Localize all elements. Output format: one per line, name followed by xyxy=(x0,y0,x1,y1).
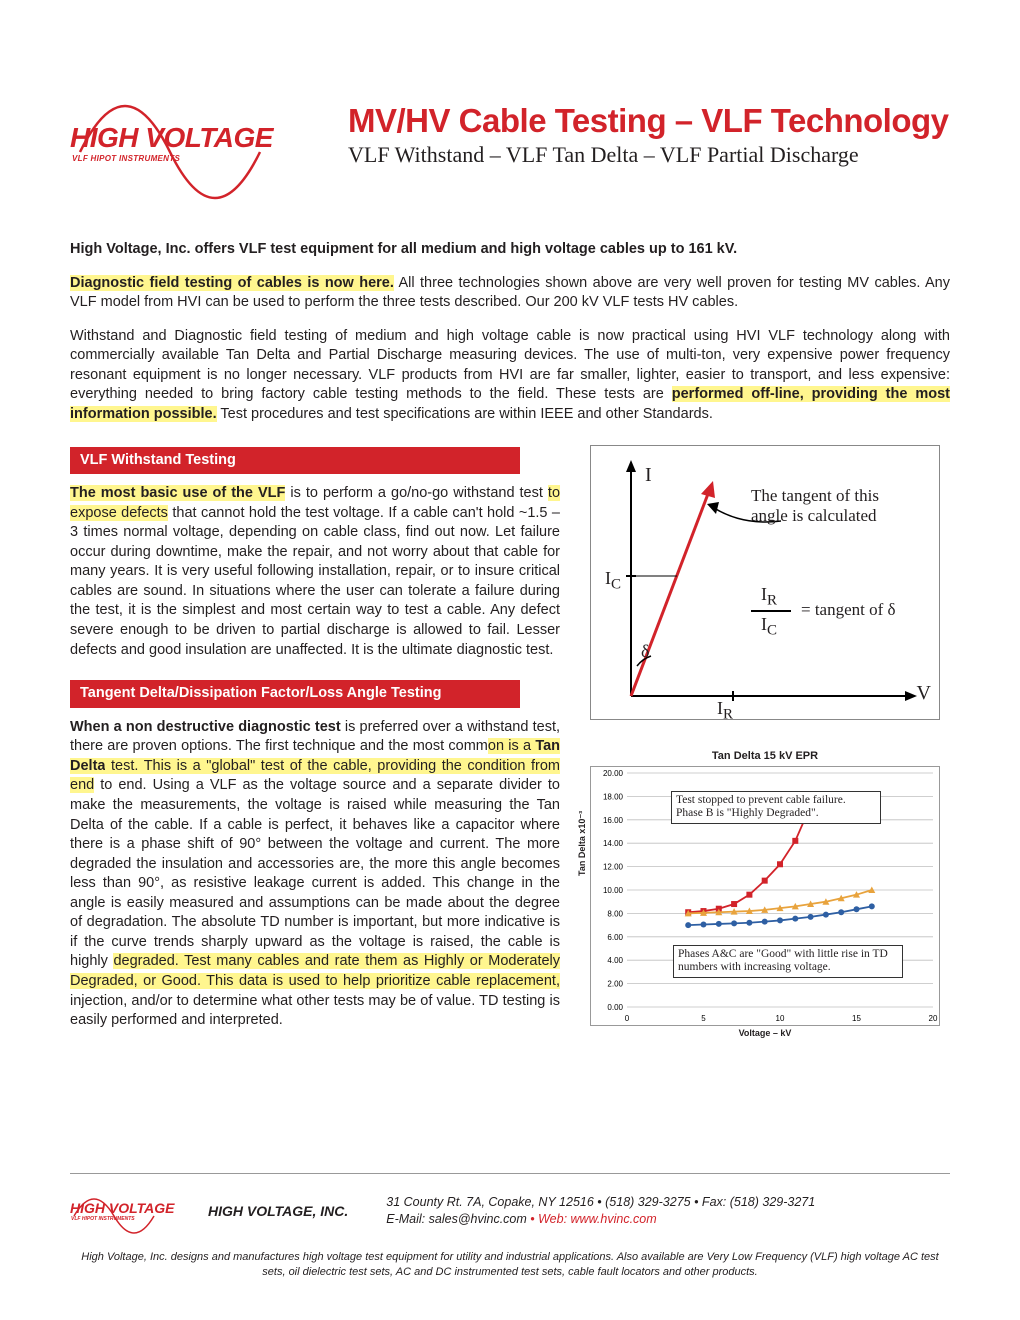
intro-p3-b: Test procedures and test specifications … xyxy=(217,406,713,422)
diag-eq: = tangent of δ xyxy=(801,600,896,620)
svg-text:16.00: 16.00 xyxy=(603,815,624,824)
svg-text:8.00: 8.00 xyxy=(607,909,623,918)
tandelta-body: When a non destructive diagnostic test i… xyxy=(70,718,560,1031)
svg-text:12.00: 12.00 xyxy=(603,862,624,871)
svg-text:20: 20 xyxy=(929,1014,938,1023)
tangent-diagram: I IC IR V δ The tangent of thisangle is … xyxy=(590,445,940,720)
tandelta-chart: Tan Delta 15 kV EPR 0.00 2.00 4.00 6.00 8.00… xyxy=(590,750,940,1038)
page-title: MV/HV Cable Testing – VLF Technology xyxy=(348,102,950,140)
diag-frac-top: IR xyxy=(761,584,777,610)
footer-web: www.hvinc.com xyxy=(571,1212,657,1226)
svg-text:2.00: 2.00 xyxy=(607,979,623,988)
diag-text: The tangent of thisangle is calculated xyxy=(751,486,879,527)
main-content: VLF Withstand Testing The most basic use… xyxy=(70,439,950,1043)
right-column: I IC IR V δ The tangent of thisangle is … xyxy=(590,439,950,1043)
intro-line1: High Voltage, Inc. offers VLF test equip… xyxy=(70,240,950,260)
tandelta-hl2: degraded. Test many cables and rate them… xyxy=(70,953,560,989)
svg-text:15: 15 xyxy=(852,1014,861,1023)
tandelta-hl1: on is a xyxy=(488,738,535,754)
chart-xlabel: Voltage – kV xyxy=(590,1028,940,1038)
svg-text:6.00: 6.00 xyxy=(607,932,623,941)
title-block: MV/HV Cable Testing – VLF Technology VLF… xyxy=(348,102,950,168)
footer-contact: 31 County Rt. 7A, Copake, NY 12516 • (51… xyxy=(386,1194,815,1229)
svg-text:0.00: 0.00 xyxy=(607,1003,623,1012)
chart-plot-area: 0.00 2.00 4.00 6.00 8.00 10.00 12.00 14.00 16.00… xyxy=(590,766,940,1026)
footer-row: HIGH VOLTAGE VLF HIPOT INSTRUMENTS HIGH … xyxy=(70,1173,950,1236)
withstand-b: that cannot hold the test voltage. If a … xyxy=(70,505,560,658)
footer-address: 31 County Rt. 7A, Copake, NY 12516 • (51… xyxy=(386,1195,815,1209)
footer-logo-text: HIGH VOLTAGE xyxy=(70,1200,174,1216)
tandelta-lead: When a non destructive diagnostic test xyxy=(70,719,341,735)
diag-label-i: I xyxy=(645,464,652,487)
footer-logo: HIGH VOLTAGE VLF HIPOT INSTRUMENTS xyxy=(70,1186,190,1236)
footer: HIGH VOLTAGE VLF HIPOT INSTRUMENTS HIGH … xyxy=(70,1173,950,1280)
diag-delta: δ xyxy=(641,641,649,662)
withstand-body: The most basic use of the VLF is to perf… xyxy=(70,484,560,660)
withstand-a: is to perform a go/no-go withstand test xyxy=(285,485,548,501)
svg-text:4.00: 4.00 xyxy=(607,956,623,965)
footer-logo-sub: VLF HIPOT INSTRUMENTS xyxy=(71,1216,135,1222)
section-withstand-title: VLF Withstand Testing xyxy=(70,447,520,475)
logo-tagline: VLF HIPOT INSTRUMENTS xyxy=(72,154,180,163)
svg-text:18.00: 18.00 xyxy=(603,792,624,801)
intro-p2-highlight: Diagnostic field testing of cables is no… xyxy=(70,275,394,291)
diag-label-ir-axis: IR xyxy=(717,698,733,724)
chart-annotation-2: Phases A&C are "Good" with little rise i… xyxy=(673,945,903,979)
chart-ylabel: Tan Delta x10⁻³ xyxy=(577,810,588,875)
footer-company: HIGH VOLTAGE, INC. xyxy=(208,1203,348,1219)
svg-text:10.00: 10.00 xyxy=(603,886,624,895)
section-tandelta-title: Tangent Delta/Dissipation Factor/Loss An… xyxy=(70,680,520,708)
diag-label-v: V xyxy=(917,682,931,705)
left-column: VLF Withstand Testing The most basic use… xyxy=(70,439,560,1043)
svg-text:10: 10 xyxy=(776,1014,785,1023)
intro-p3: Withstand and Diagnostic field testing o… xyxy=(70,327,950,425)
tandelta-b: to end. Using a VLF as the voltage sourc… xyxy=(70,777,560,969)
tandelta-c: injection, and/or to determine what othe… xyxy=(70,993,560,1029)
svg-text:5: 5 xyxy=(701,1014,706,1023)
svg-text:14.00: 14.00 xyxy=(603,839,624,848)
chart-title: Tan Delta 15 kV EPR xyxy=(590,750,940,762)
header: HIGH VOLTAGE VLF HIPOT INSTRUMENTS MV/HV… xyxy=(70,70,950,200)
withstand-hl: The most basic use of the VLF xyxy=(70,485,285,501)
intro-section: High Voltage, Inc. offers VLF test equip… xyxy=(70,240,950,425)
diag-label-ic: IC xyxy=(605,568,621,594)
page-subtitle: VLF Withstand – VLF Tan Delta – VLF Part… xyxy=(348,142,950,168)
svg-text:0: 0 xyxy=(625,1014,630,1023)
chart-annotation-1: Test stopped to prevent cable failure.Ph… xyxy=(671,791,881,825)
footer-web-label: • Web: xyxy=(527,1212,571,1226)
intro-p2: Diagnostic field testing of cables is no… xyxy=(70,274,950,313)
footer-disclaimer: High Voltage, Inc. designs and manufactu… xyxy=(70,1250,950,1280)
footer-email: sales@hvinc.com xyxy=(429,1212,527,1226)
logo-brand-text: HIGH VOLTAGE xyxy=(70,122,273,154)
svg-text:20.00: 20.00 xyxy=(603,769,624,778)
footer-email-label: E-Mail: xyxy=(386,1212,428,1226)
logo: HIGH VOLTAGE VLF HIPOT INSTRUMENTS xyxy=(70,70,330,200)
diag-frac-bot: IC xyxy=(761,614,777,640)
